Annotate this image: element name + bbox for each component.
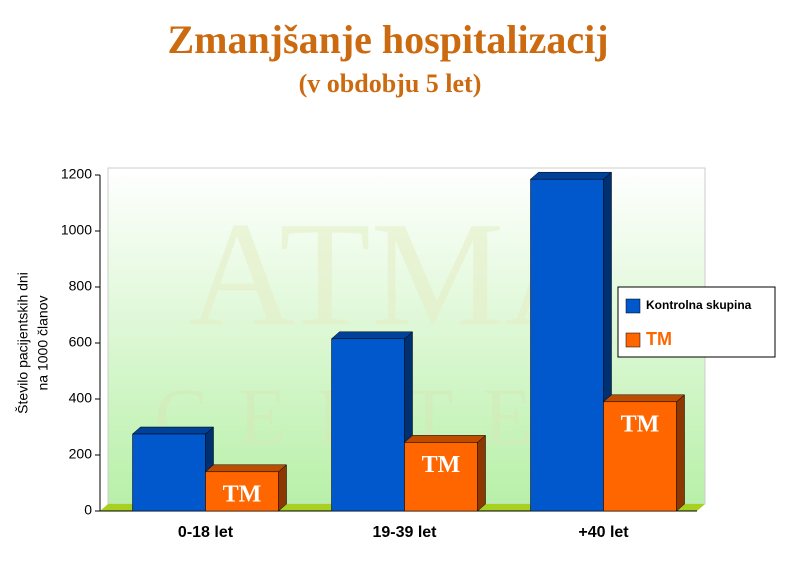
y-tick-label: 1000 xyxy=(61,222,92,238)
y-axis-label: na 1000 članov xyxy=(35,296,51,391)
bar-label: TM xyxy=(223,481,262,507)
y-tick-label: 1200 xyxy=(61,166,92,182)
x-tick-label: 0-18 let xyxy=(178,524,234,541)
chart-title: Zmanjšanje hospitalizacij xyxy=(167,17,608,62)
bar xyxy=(404,442,478,512)
bar xyxy=(132,433,206,512)
y-tick-label: 600 xyxy=(69,334,93,350)
bar-top xyxy=(602,394,686,403)
bar-top xyxy=(330,331,414,340)
legend-label: TM xyxy=(646,329,672,349)
bar-side xyxy=(477,434,486,512)
y-axis-label: Število pacijentskih dni xyxy=(15,272,31,414)
bar-side xyxy=(278,464,287,512)
x-tick-label: +40 let xyxy=(578,524,629,541)
y-tick-label: 200 xyxy=(69,446,93,462)
bar xyxy=(331,338,405,512)
legend xyxy=(617,286,776,358)
y-tick-label: 800 xyxy=(69,278,93,294)
bar-label: TM xyxy=(422,452,461,478)
legend-swatch xyxy=(625,298,641,314)
bar-top xyxy=(131,426,215,435)
bar xyxy=(205,471,279,512)
bar xyxy=(603,401,677,512)
y-tick-label: 0 xyxy=(84,502,92,518)
bar-top xyxy=(403,435,487,443)
legend-label: Kontrolna skupina xyxy=(646,298,752,312)
bar xyxy=(530,178,604,512)
bar-top xyxy=(204,464,288,473)
x-tick-label: 19-39 let xyxy=(372,524,437,541)
chart-subtitle: (v obdobju 5 let) xyxy=(299,69,482,98)
bar-top xyxy=(529,171,613,180)
bar-label: TM xyxy=(621,411,660,437)
bar-side xyxy=(676,394,685,512)
legend-swatch xyxy=(625,332,641,348)
y-tick-label: 400 xyxy=(69,390,93,406)
